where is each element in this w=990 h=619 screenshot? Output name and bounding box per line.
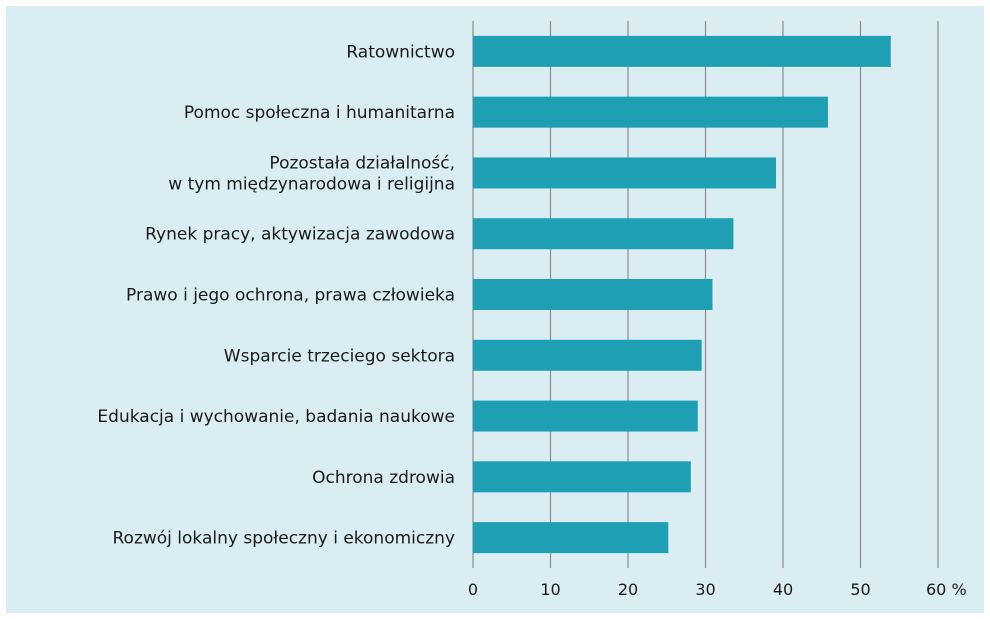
category-label: Ratownictwo [346,42,455,62]
category-label-line: Rynek pracy, aktywizacja zawodowa [145,225,455,245]
bar [473,35,891,67]
bar [473,218,734,250]
category-label-line: Rozwój lokalny społeczny i ekonomiczny [113,529,456,549]
bar [473,461,691,493]
bar-chart: Ratownictwo Pomoc społeczna i humanitarna… [97,21,967,599]
bar [473,400,698,432]
x-tick-label: 20 [618,580,638,599]
x-tick-label: 50 [850,580,870,599]
category-label-line: Edukacja i wychowanie, badania naukowe [97,407,455,427]
category-label: Wsparcie trzeciego sektora [224,346,455,366]
bar [473,157,777,189]
category-label: Pozostała działalność, w tym międzynarodo… [168,153,455,194]
bar [473,96,828,128]
category-label-line: Wsparcie trzeciego sektora [224,346,455,366]
category-label-line: Ochrona zdrowia [312,468,455,488]
category-label: Prawo i jego ochrona, prawa człowieka [126,286,455,306]
category-label: Ochrona zdrowia [312,468,455,488]
category-label-line: Ratownictwo [346,42,455,62]
category-label-line: w tym międzynarodowa i religijna [168,174,455,194]
bar [473,279,713,310]
x-tick-label: 10 [540,580,560,599]
category-label: Rozwój lokalny społeczny i ekonomiczny [113,529,456,549]
category-label-line: Pomoc społeczna i humanitarna [184,103,455,123]
x-tick-label: 40 [773,580,793,599]
bars [473,35,891,554]
category-label: Rynek pracy, aktywizacja zawodowa [145,225,455,245]
category-label-line: Prawo i jego ochrona, prawa człowieka [126,286,455,306]
category-label-line: Pozostała działalność, [269,153,455,173]
bar [473,522,669,554]
bar [473,339,702,371]
x-tick-label: 0 [468,580,478,599]
x-tick-label: 60 % [926,580,967,599]
x-tick-label: 30 [695,580,715,599]
category-label: Pomoc społeczna i humanitarna [184,103,455,123]
x-axis-tick-labels: 0 10 20 30 40 50 60 % [468,580,967,599]
category-labels: Ratownictwo Pomoc społeczna i humanitarna… [97,42,455,548]
category-label: Edukacja i wychowanie, badania naukowe [97,407,455,427]
chart-panel: Ratownictwo Pomoc społeczna i humanitarna… [6,6,984,613]
